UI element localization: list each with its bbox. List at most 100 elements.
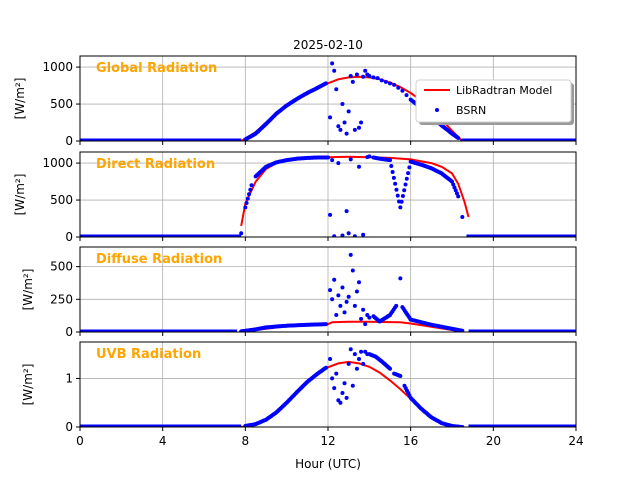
bsrn-point bbox=[330, 61, 335, 66]
bsrn-point bbox=[340, 102, 345, 107]
bsrn-point bbox=[460, 328, 465, 332]
figure-title: 2025-02-10 bbox=[293, 38, 363, 52]
bsrn-point bbox=[388, 81, 392, 86]
bsrn-point bbox=[394, 303, 399, 308]
bsrn-point bbox=[334, 87, 339, 92]
bsrn-point bbox=[388, 366, 392, 371]
bsrn-point bbox=[367, 315, 372, 320]
bsrn-point bbox=[456, 194, 461, 199]
y-tick-label: 0 bbox=[65, 230, 73, 244]
bsrn-point bbox=[346, 294, 351, 299]
bsrn-point bbox=[348, 157, 353, 162]
bsrn-point bbox=[354, 366, 359, 371]
bsrn-point bbox=[342, 381, 347, 386]
panel-label: UVB Radiation bbox=[96, 347, 201, 362]
bsrn-point bbox=[352, 303, 357, 308]
bsrn-point bbox=[403, 182, 408, 187]
bsrn-point bbox=[334, 371, 339, 376]
bsrn-point bbox=[348, 252, 353, 257]
bsrn-point bbox=[336, 293, 341, 298]
bsrn-point bbox=[334, 313, 339, 317]
bsrn-point bbox=[404, 176, 409, 181]
bsrn-point bbox=[394, 187, 399, 192]
bsrn-point bbox=[332, 234, 337, 237]
y-tick-label: 1 bbox=[65, 371, 73, 385]
bsrn-point bbox=[389, 164, 394, 169]
bsrn-point bbox=[323, 365, 328, 370]
bsrn-point bbox=[344, 299, 349, 304]
bsrn-point bbox=[400, 88, 405, 93]
panel-3: 0 1 0 4 8 12 16 20 24 [W/m²] UVB Radiation Hour (UT… bbox=[21, 341, 584, 471]
legend-bsrn-label: BSRN bbox=[456, 104, 486, 117]
bsrn-point bbox=[350, 383, 355, 388]
bsrn-point bbox=[340, 391, 345, 395]
bsrn-point bbox=[328, 212, 333, 217]
bsrn-point bbox=[342, 310, 347, 315]
x-tick-label: 20 bbox=[486, 434, 501, 448]
bsrn-point bbox=[391, 175, 396, 180]
bsrn-point bbox=[392, 82, 397, 87]
bsrn-point bbox=[456, 136, 461, 141]
bsrn-point bbox=[383, 79, 388, 84]
bsrn-point bbox=[340, 233, 345, 237]
bsrn-point bbox=[359, 316, 364, 321]
bsrn-point bbox=[336, 161, 341, 166]
y-tick-label: 1000 bbox=[42, 60, 73, 74]
bsrn-point bbox=[367, 73, 372, 78]
panels: 0 500 1000 [W/m²] Global Radiation LibRadtran… bbox=[13, 55, 584, 471]
bsrn-point bbox=[390, 169, 395, 174]
bsrn-point bbox=[330, 376, 335, 381]
x-tick-label: 4 bbox=[159, 434, 167, 448]
bsrn-point bbox=[388, 158, 392, 163]
bsrn-point bbox=[361, 74, 366, 79]
x-tick-label: 0 bbox=[76, 434, 84, 448]
bsrn-point bbox=[406, 171, 411, 176]
bsrn-point bbox=[344, 131, 349, 136]
bsrn-point bbox=[357, 357, 361, 361]
bsrn-point bbox=[350, 268, 355, 273]
legend-bsrn-swatch bbox=[435, 108, 439, 112]
x-tick-label: 16 bbox=[403, 434, 418, 448]
bsrn-point bbox=[344, 395, 349, 400]
bsrn-point bbox=[352, 352, 357, 357]
bsrn-point bbox=[348, 73, 353, 78]
y-tick-label: 500 bbox=[50, 97, 73, 111]
bsrn-point bbox=[352, 234, 357, 237]
x-tick-label: 12 bbox=[320, 434, 335, 448]
bsrn-point bbox=[330, 297, 335, 302]
bsrn-point bbox=[330, 158, 335, 163]
bsrn-point bbox=[359, 120, 364, 125]
y-tick-label: 0 bbox=[65, 134, 73, 148]
bsrn-point bbox=[398, 205, 403, 210]
bsrn-point bbox=[340, 285, 345, 290]
bsrn-point bbox=[342, 120, 347, 125]
bsrn-point bbox=[363, 322, 368, 327]
bsrn-point bbox=[460, 138, 465, 141]
bsrn-point bbox=[338, 400, 343, 405]
panel-plot-area bbox=[80, 347, 576, 427]
bsrn-point bbox=[332, 277, 337, 282]
y-tick-label: 500 bbox=[50, 260, 73, 274]
bsrn-point bbox=[361, 307, 366, 312]
bsrn-point bbox=[247, 192, 252, 197]
x-axis-label: Hour (UTC) bbox=[295, 457, 361, 471]
bsrn-point bbox=[359, 349, 364, 354]
bsrn-point bbox=[338, 303, 343, 308]
bsrn-point bbox=[407, 165, 412, 170]
bsrn-point bbox=[404, 93, 409, 98]
bsrn-point bbox=[344, 209, 349, 214]
bsrn-point bbox=[352, 127, 357, 132]
x-tick-label: 8 bbox=[242, 434, 250, 448]
panel-label: Direct Radiation bbox=[96, 157, 215, 172]
bsrn-point bbox=[248, 187, 253, 192]
bsrn-point bbox=[357, 280, 361, 285]
panel-1: 0 500 1000 [W/m²] Direct Radiation bbox=[13, 151, 577, 244]
panel-label: Global Radiation bbox=[96, 61, 217, 76]
bsrn-point bbox=[346, 361, 351, 366]
y-tick-label: 1000 bbox=[42, 156, 73, 170]
y-axis-label: [W/m²] bbox=[21, 269, 35, 311]
bsrn-point bbox=[398, 276, 403, 281]
bsrn-point bbox=[346, 231, 351, 236]
legend: LibRadtran Model BSRN bbox=[415, 79, 574, 125]
y-axis-label: [W/m²] bbox=[13, 174, 27, 216]
